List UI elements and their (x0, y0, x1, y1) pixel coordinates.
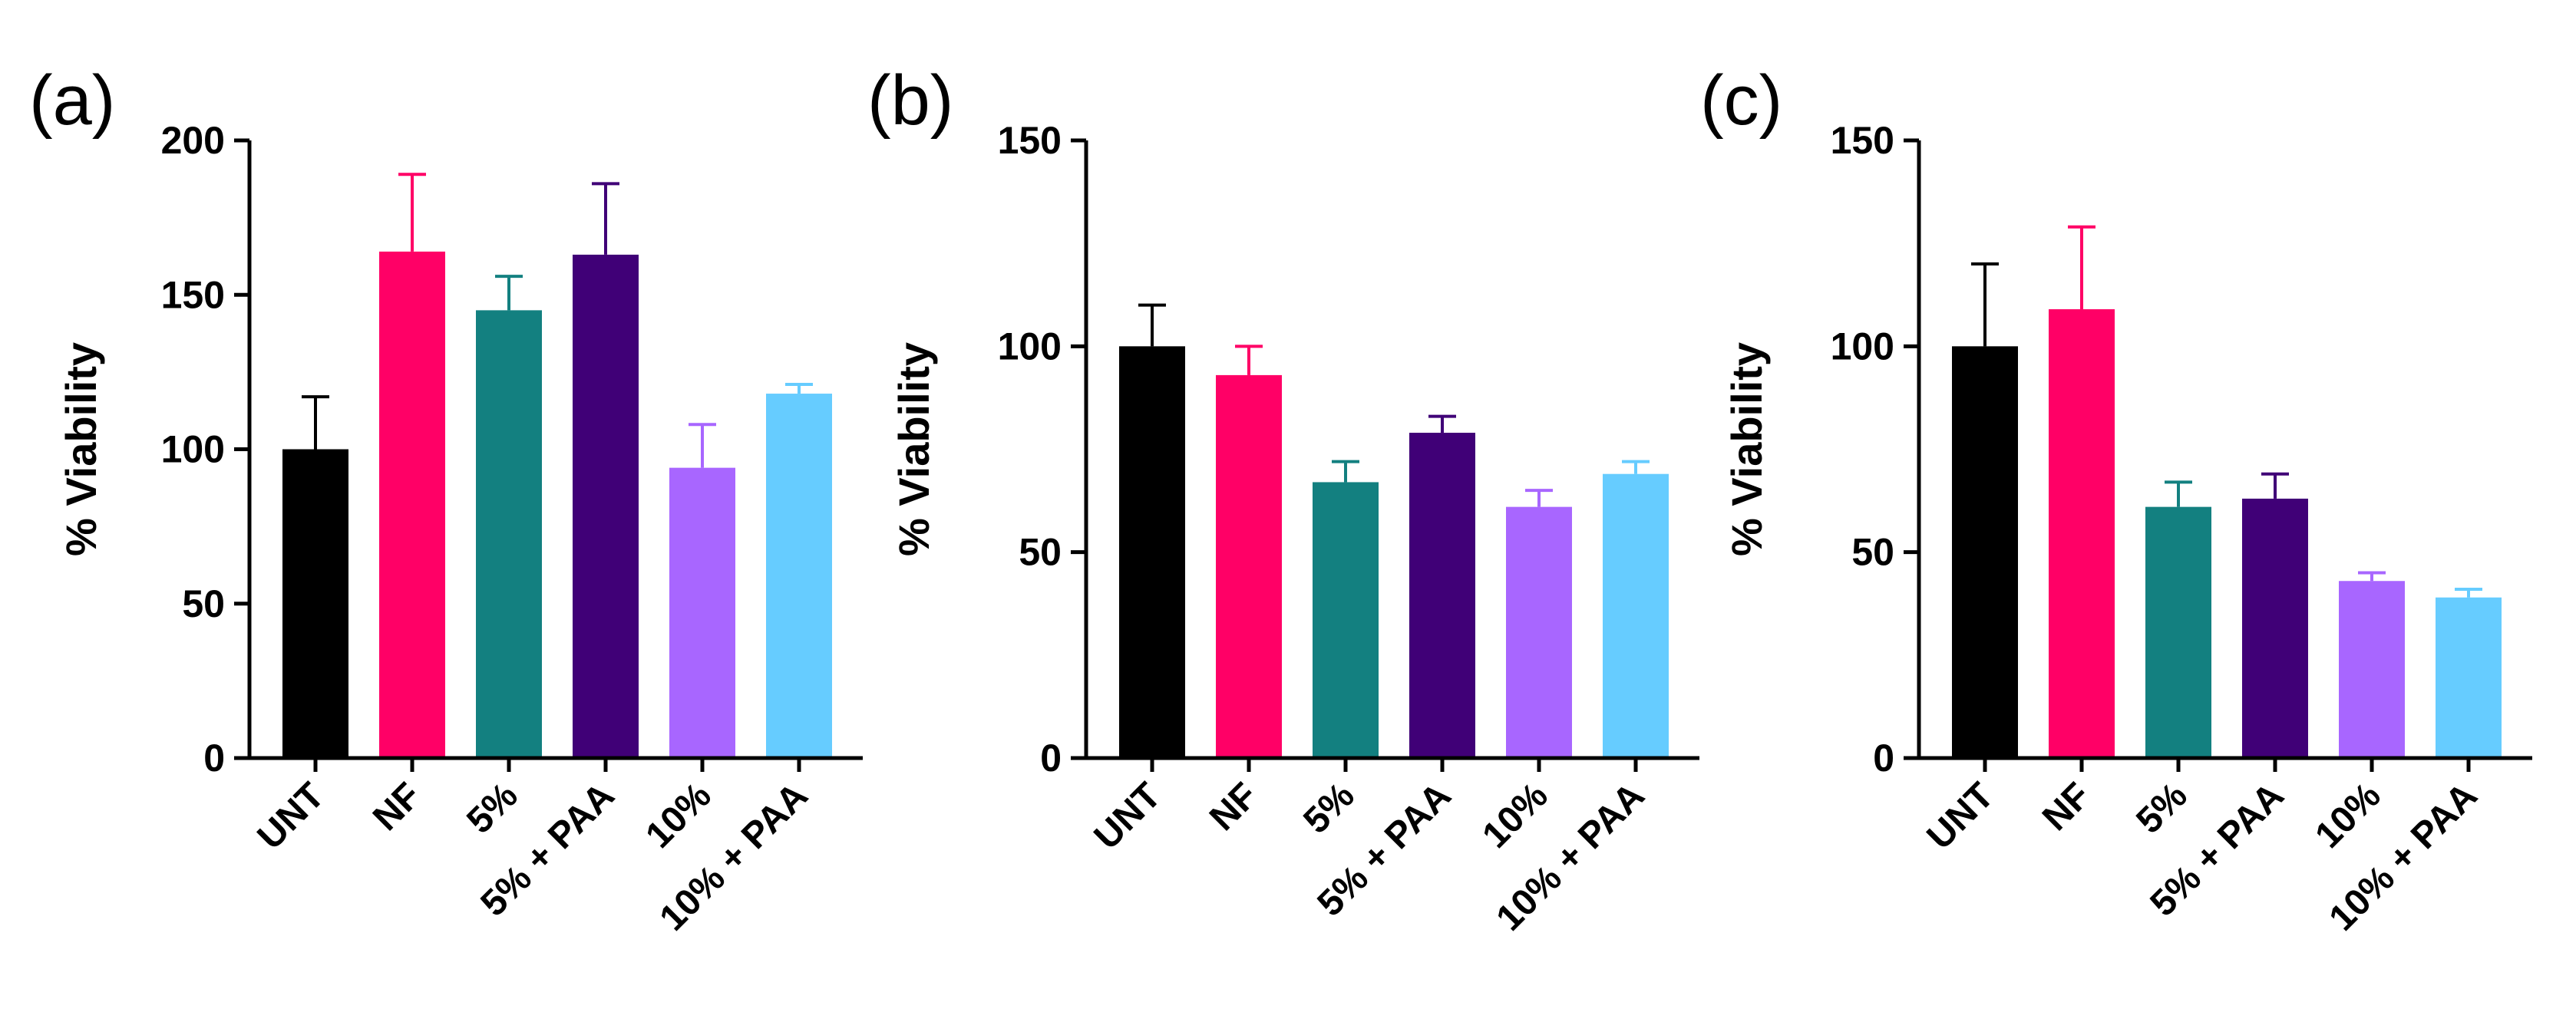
bar-1 (282, 449, 348, 758)
bar-5 (1506, 506, 1572, 758)
y-tick-label: 0 (1040, 737, 1062, 780)
bar-4 (1409, 433, 1475, 758)
panel-label: (b) (867, 61, 953, 140)
y-axis-label: % Viability (1722, 342, 1771, 556)
y-tick-label: 100 (161, 428, 225, 471)
x-tick-label: 10% (2307, 775, 2388, 856)
y-tick-label: 150 (998, 119, 1062, 162)
y-tick-label: 150 (1831, 119, 1894, 162)
y-tick-label: 50 (1019, 531, 1062, 574)
bar-5 (669, 467, 735, 758)
bar-3 (476, 310, 542, 758)
x-tick-label: UNT (1087, 775, 1169, 857)
x-tick-label: UNT (250, 775, 332, 857)
bar-5 (2339, 581, 2405, 758)
bar-4 (573, 254, 639, 758)
y-axis-label: % Viability (57, 342, 105, 556)
x-tick-label: 5% (1296, 775, 1362, 842)
y-tick-label: 0 (203, 737, 225, 780)
x-tick-label: 5% (2129, 775, 2195, 842)
x-tick-label: 10% (1475, 775, 1555, 856)
bar-2 (1216, 374, 1282, 758)
bar-6 (766, 394, 832, 758)
bar-4 (2242, 498, 2308, 758)
x-tick-label: NF (2035, 775, 2099, 839)
x-tick-label: NF (1202, 775, 1266, 839)
bar-3 (1313, 482, 1379, 758)
bar-6 (2436, 597, 2502, 758)
y-tick-label: 50 (1851, 531, 1894, 574)
panel-label: (c) (1700, 61, 1782, 140)
bar-1 (1952, 346, 2018, 758)
x-tick-label: 10% (638, 775, 718, 856)
y-axis-label: % Viability (890, 342, 938, 556)
x-tick-label: 5% (459, 775, 526, 842)
y-tick-label: 50 (182, 582, 225, 625)
bar-6 (1603, 473, 1669, 758)
bar-1 (1119, 346, 1185, 758)
y-tick-label: 0 (1873, 737, 1894, 780)
bar-2 (379, 251, 445, 758)
y-tick-label: 150 (161, 273, 225, 316)
bar-3 (2145, 506, 2211, 758)
x-tick-label: NF (365, 775, 429, 839)
panel-label: (a) (29, 61, 115, 140)
y-tick-label: 100 (998, 325, 1062, 368)
y-tick-label: 200 (161, 119, 225, 162)
x-tick-label: UNT (1920, 775, 2002, 857)
y-tick-label: 100 (1831, 325, 1894, 368)
bar-2 (2049, 309, 2115, 758)
